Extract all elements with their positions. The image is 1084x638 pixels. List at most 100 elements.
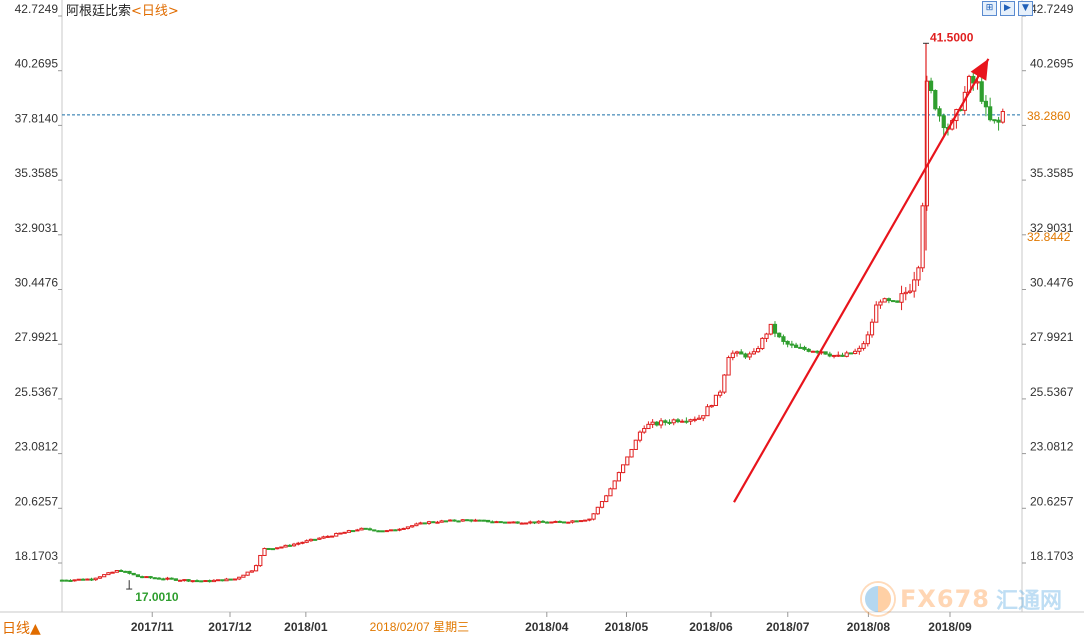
- candle-body: [140, 576, 145, 579]
- y-tick-label-right: 42.7249: [1030, 2, 1074, 16]
- candle-body: [831, 354, 837, 357]
- y-tick-label-right: 40.2695: [1030, 57, 1074, 71]
- candle-body: [148, 576, 153, 579]
- candle-body: [228, 578, 233, 581]
- instrument-name: 阿根廷比索: [66, 4, 132, 19]
- candle-body: [89, 578, 94, 581]
- candle-body: [481, 519, 486, 522]
- candle-body: [621, 464, 626, 474]
- candle-body: [920, 205, 925, 269]
- candle-body: [439, 520, 444, 523]
- candle-body: [422, 522, 427, 525]
- candle-body: [726, 357, 731, 376]
- candle-body: [317, 537, 322, 540]
- zoom-fit-button[interactable]: ⊞: [982, 1, 997, 16]
- candle-body: [477, 519, 482, 522]
- candle-body: [768, 323, 773, 335]
- candle-body: [232, 578, 238, 581]
- period-label[interactable]: <日线>: [131, 4, 179, 19]
- period-selector[interactable]: 日线▲: [2, 621, 41, 637]
- candle-body: [313, 538, 318, 541]
- candle-body: [587, 518, 592, 521]
- candle-body: [405, 526, 411, 529]
- candle-body: [756, 348, 761, 353]
- candle-body: [376, 530, 381, 533]
- candle-body: [633, 439, 638, 450]
- more-button[interactable]: ▼: [1018, 1, 1033, 16]
- candle-body: [346, 530, 351, 533]
- candle-body: [616, 472, 621, 482]
- y-tick-label-left: 32.9031: [15, 221, 59, 235]
- candle-body: [637, 431, 643, 441]
- candle-body: [722, 374, 727, 393]
- candle-body: [612, 480, 617, 490]
- candle-body: [983, 100, 989, 108]
- candle-body: [806, 348, 811, 352]
- candle-body: [325, 535, 330, 538]
- y-tick-label-left: 37.8140: [15, 111, 59, 125]
- last-price-label: 38.2860: [1027, 109, 1071, 123]
- candle-body: [739, 351, 744, 355]
- candle-body: [135, 574, 141, 578]
- x-tick-label: 2018/06: [689, 620, 733, 634]
- candle-body: [131, 572, 136, 576]
- y-tick-label-left: 27.9921: [15, 330, 59, 344]
- candle-body: [751, 351, 756, 355]
- candle-body: [245, 571, 250, 576]
- candle-body: [114, 570, 119, 573]
- y-tick-label-right: 25.5367: [1030, 385, 1074, 399]
- candle-body: [810, 350, 816, 353]
- candle-body: [861, 343, 866, 349]
- x-tick-label: 2018/09: [928, 620, 972, 634]
- candle-body: [486, 519, 491, 523]
- candle-body: [350, 530, 356, 533]
- candle-body: [152, 577, 157, 580]
- candle-body: [853, 350, 858, 355]
- candle-body: [654, 421, 659, 426]
- candle-body: [823, 351, 828, 355]
- candle-body: [857, 347, 862, 352]
- candle-body: [574, 520, 579, 523]
- candle-body: [426, 521, 432, 524]
- candle-body: [110, 571, 115, 574]
- candle-body: [802, 346, 807, 350]
- candle-body: [334, 532, 339, 537]
- chart-mode-button[interactable]: ▶: [1000, 1, 1015, 16]
- candle-body: [59, 579, 65, 582]
- candle-body: [608, 488, 613, 497]
- trend-arrow-head: [970, 58, 989, 81]
- candle-body: [912, 279, 917, 292]
- candle-body: [388, 529, 394, 532]
- y-tick-label-left: 35.3585: [15, 166, 59, 180]
- candle-body: [844, 352, 849, 357]
- candle-body: [182, 579, 187, 582]
- candle-body: [916, 267, 921, 281]
- candle-body: [667, 421, 672, 424]
- candle-body: [604, 495, 609, 503]
- candle-body: [72, 579, 77, 582]
- candle-body: [338, 532, 343, 535]
- candle-body: [671, 419, 676, 424]
- candle-body: [127, 570, 132, 574]
- candle-body: [515, 521, 520, 524]
- candle-body: [928, 80, 934, 92]
- candle-body: [270, 548, 276, 551]
- candle-body: [68, 579, 73, 582]
- candle-body: [469, 519, 474, 522]
- candle-body: [211, 579, 216, 583]
- candle-body: [701, 415, 706, 419]
- candle-body: [300, 541, 305, 544]
- candle-body: [772, 323, 778, 334]
- candle-body: [460, 519, 465, 522]
- candle-body: [625, 456, 630, 466]
- candle-body: [777, 332, 782, 338]
- candle-body: [680, 420, 685, 423]
- candle-body: [650, 421, 655, 425]
- candle-body: [874, 304, 879, 323]
- candle-body: [663, 420, 668, 423]
- candle-body: [380, 530, 385, 533]
- candle-body: [692, 418, 697, 421]
- candle-body: [684, 420, 689, 423]
- candle-body: [494, 521, 499, 524]
